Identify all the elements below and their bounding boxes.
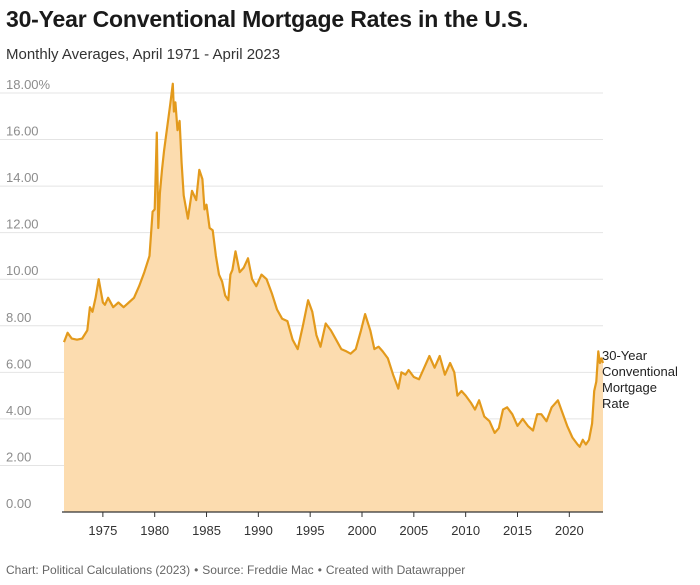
y-tick-label: 14.00 <box>6 170 39 185</box>
y-tick-label: 8.00 <box>6 310 31 325</box>
y-tick-label: 4.00 <box>6 403 31 418</box>
x-tick-label: 1995 <box>296 523 325 538</box>
x-tick-label: 1985 <box>192 523 221 538</box>
rate-series-line <box>62 82 605 448</box>
y-tick-label: 12.00 <box>6 217 39 232</box>
series-label-line: 30-Year <box>602 348 648 363</box>
series-label: 30-Year Conventional Mortgage Rate <box>602 348 678 411</box>
rate-area-fill <box>64 83 603 512</box>
x-axis-ticks: 1975 1980 1985 1990 1995 2000 2005 2010 2015 2020 <box>88 512 584 538</box>
series-label-line: Conventional <box>602 364 678 379</box>
x-tick-label: 1975 <box>88 523 117 538</box>
series-label-line: Mortgage <box>602 380 657 395</box>
chart-subtitle: Monthly Averages, April 1971 - April 202… <box>6 46 281 63</box>
footer-separator: • <box>194 563 199 577</box>
y-tick-label: 10.00 <box>6 263 39 278</box>
y-axis-ticks: 0.00 2.00 4.00 6.00 8.00 10.00 12.00 14.00 16.00… <box>6 78 51 511</box>
chart-credit: Chart: Political Calculations (2023) <box>6 563 191 577</box>
x-tick-label: 2015 <box>503 523 532 538</box>
x-tick-label: 1990 <box>244 523 273 538</box>
series-label-line: Rate <box>602 396 629 411</box>
chart-footer: Chart: Political Calculations (2023) • Sou… <box>6 563 465 577</box>
y-tick-label: 6.00 <box>6 356 31 371</box>
chart-title: 30-Year Conventional Mortgage Rates in t… <box>6 6 529 32</box>
x-tick-label: 1980 <box>140 523 169 538</box>
footer-separator: • <box>317 563 322 577</box>
x-tick-label: 2000 <box>348 523 377 538</box>
y-tick-label: 18.00% <box>6 78 51 92</box>
chart-source: Source: Freddie Mac <box>202 563 314 577</box>
x-tick-label: 2005 <box>399 523 428 538</box>
x-tick-label: 2020 <box>555 523 584 538</box>
y-tick-label: 16.00 <box>6 124 39 139</box>
y-tick-label: 2.00 <box>6 449 31 464</box>
y-tick-label: 0.00 <box>6 496 31 511</box>
x-tick-label: 2010 <box>451 523 480 538</box>
chart-tool-credit: Created with Datawrapper <box>325 563 466 577</box>
mortgage-rate-chart: 0.00 2.00 4.00 6.00 8.00 10.00 12.00 14.00 16.00… <box>0 78 678 538</box>
